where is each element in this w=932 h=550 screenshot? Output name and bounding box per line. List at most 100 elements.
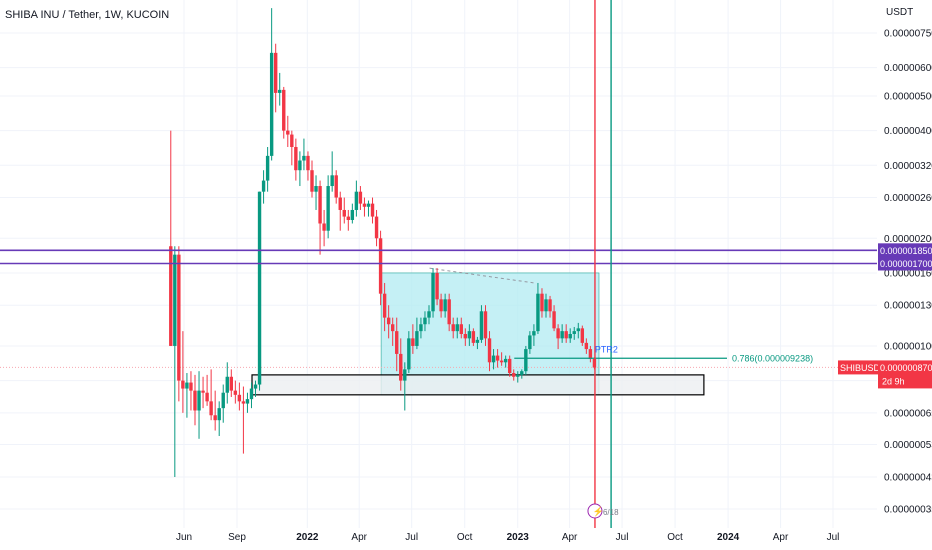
candle-body	[213, 415, 217, 421]
candle-body	[584, 342, 589, 350]
candle-body	[572, 331, 576, 334]
candle-body	[370, 203, 375, 217]
candle-body	[463, 333, 468, 339]
candle-body	[173, 254, 177, 346]
candle-body	[314, 186, 318, 192]
candle-body	[467, 331, 472, 339]
candle-body	[294, 146, 298, 171]
last-price-tag-bg	[878, 360, 932, 389]
candle-body	[237, 394, 242, 402]
candle-body	[330, 175, 334, 187]
price-axis-currency: USDT	[886, 7, 914, 18]
price-tick-label: 0.0000005300	[884, 440, 932, 451]
candle-body	[306, 155, 310, 171]
candle-body	[326, 186, 330, 231]
candle-body	[471, 331, 476, 343]
time-tick-label: 2024	[717, 532, 740, 543]
candle-body	[229, 376, 234, 391]
candle-body	[407, 338, 411, 370]
candle-body	[411, 338, 415, 346]
last-price-label: 0.0000008709	[880, 363, 932, 373]
candle-body	[540, 293, 544, 312]
candle-body	[257, 191, 262, 385]
candle-body	[483, 311, 488, 339]
price-tick-label: 0.0000020000	[884, 234, 932, 245]
candle-body	[177, 254, 181, 381]
candle-body	[358, 191, 363, 204]
price-tick-label: 0.0000040000	[884, 126, 932, 137]
candle-body	[221, 392, 225, 409]
time-tick-label: Jul	[616, 532, 629, 543]
candle-body	[423, 317, 427, 325]
candle-body	[544, 299, 548, 312]
time-tick-label: 2022	[296, 532, 319, 543]
candle-body	[322, 223, 326, 231]
candle-body	[338, 197, 342, 210]
candle-body	[290, 134, 294, 147]
candle-body	[249, 388, 254, 400]
price-tick-label: 0.0000004300	[884, 473, 932, 484]
candle-body	[269, 52, 274, 156]
candle-body	[382, 293, 387, 318]
price-tick-label: 0.0000003500	[884, 505, 932, 516]
candle-body	[185, 382, 189, 389]
price-tick-label: 0.0000016000	[884, 268, 932, 279]
candle-body	[265, 155, 270, 181]
candle-body	[189, 382, 193, 391]
price-tick-label: 0.0000032000	[884, 161, 932, 172]
countdown-label: 2d 9h	[882, 376, 905, 386]
price-tick-label: 0.0000050000	[884, 91, 932, 102]
time-tick-label: Jun	[176, 532, 192, 543]
symbol-tag: SHIBUSDT	[840, 363, 886, 373]
candle-body	[487, 338, 492, 363]
candle-body	[560, 331, 564, 339]
candle-body	[455, 324, 459, 332]
candle-body	[302, 155, 306, 161]
candle-body	[536, 293, 540, 332]
candle-body	[209, 401, 213, 416]
candle-body	[169, 246, 173, 346]
candle-body	[374, 216, 379, 239]
candle-body	[459, 324, 463, 334]
candle-body	[495, 355, 500, 361]
time-tick-label: Oct	[457, 532, 473, 543]
candle-body	[241, 401, 246, 404]
ptr-label: PTR2	[595, 344, 618, 354]
candle-body	[520, 371, 524, 375]
candle-body	[443, 299, 447, 312]
candle-body	[310, 170, 314, 192]
lightning-icon: ⚡	[592, 506, 603, 518]
candle-body	[342, 209, 346, 217]
chart-title: SHIBA INU / Tether, 1W, KUCOIN	[5, 9, 170, 21]
event-marker-icon	[587, 503, 603, 519]
candle-body	[193, 390, 197, 411]
candle-body	[318, 186, 322, 224]
candle-body	[491, 355, 496, 363]
demand-zone	[251, 374, 705, 396]
price-tick-label: 0.0000026000	[884, 193, 932, 204]
candle-body	[354, 191, 359, 210]
candle-body	[507, 358, 512, 374]
candle-body	[403, 369, 407, 381]
candle-body	[475, 339, 480, 343]
time-tick-label: Apr	[773, 532, 789, 543]
time-tick-label: Oct	[667, 532, 683, 543]
candle-body	[516, 374, 520, 377]
time-tick-label: Sep	[228, 532, 246, 543]
candle-body	[576, 328, 580, 332]
event-date-label: 6/18	[603, 508, 619, 517]
candle-body	[447, 299, 451, 325]
candle-body	[451, 324, 455, 332]
time-tick-label: Apr	[562, 532, 578, 543]
candle-body	[556, 328, 560, 339]
time-tick-label: Apr	[351, 532, 367, 543]
candle-body	[201, 390, 205, 393]
candle-body	[528, 335, 532, 350]
candle-body	[334, 175, 338, 198]
candle-body	[378, 238, 383, 294]
candle-body	[532, 331, 536, 336]
candle-body	[399, 353, 403, 381]
candle-body	[225, 376, 229, 393]
